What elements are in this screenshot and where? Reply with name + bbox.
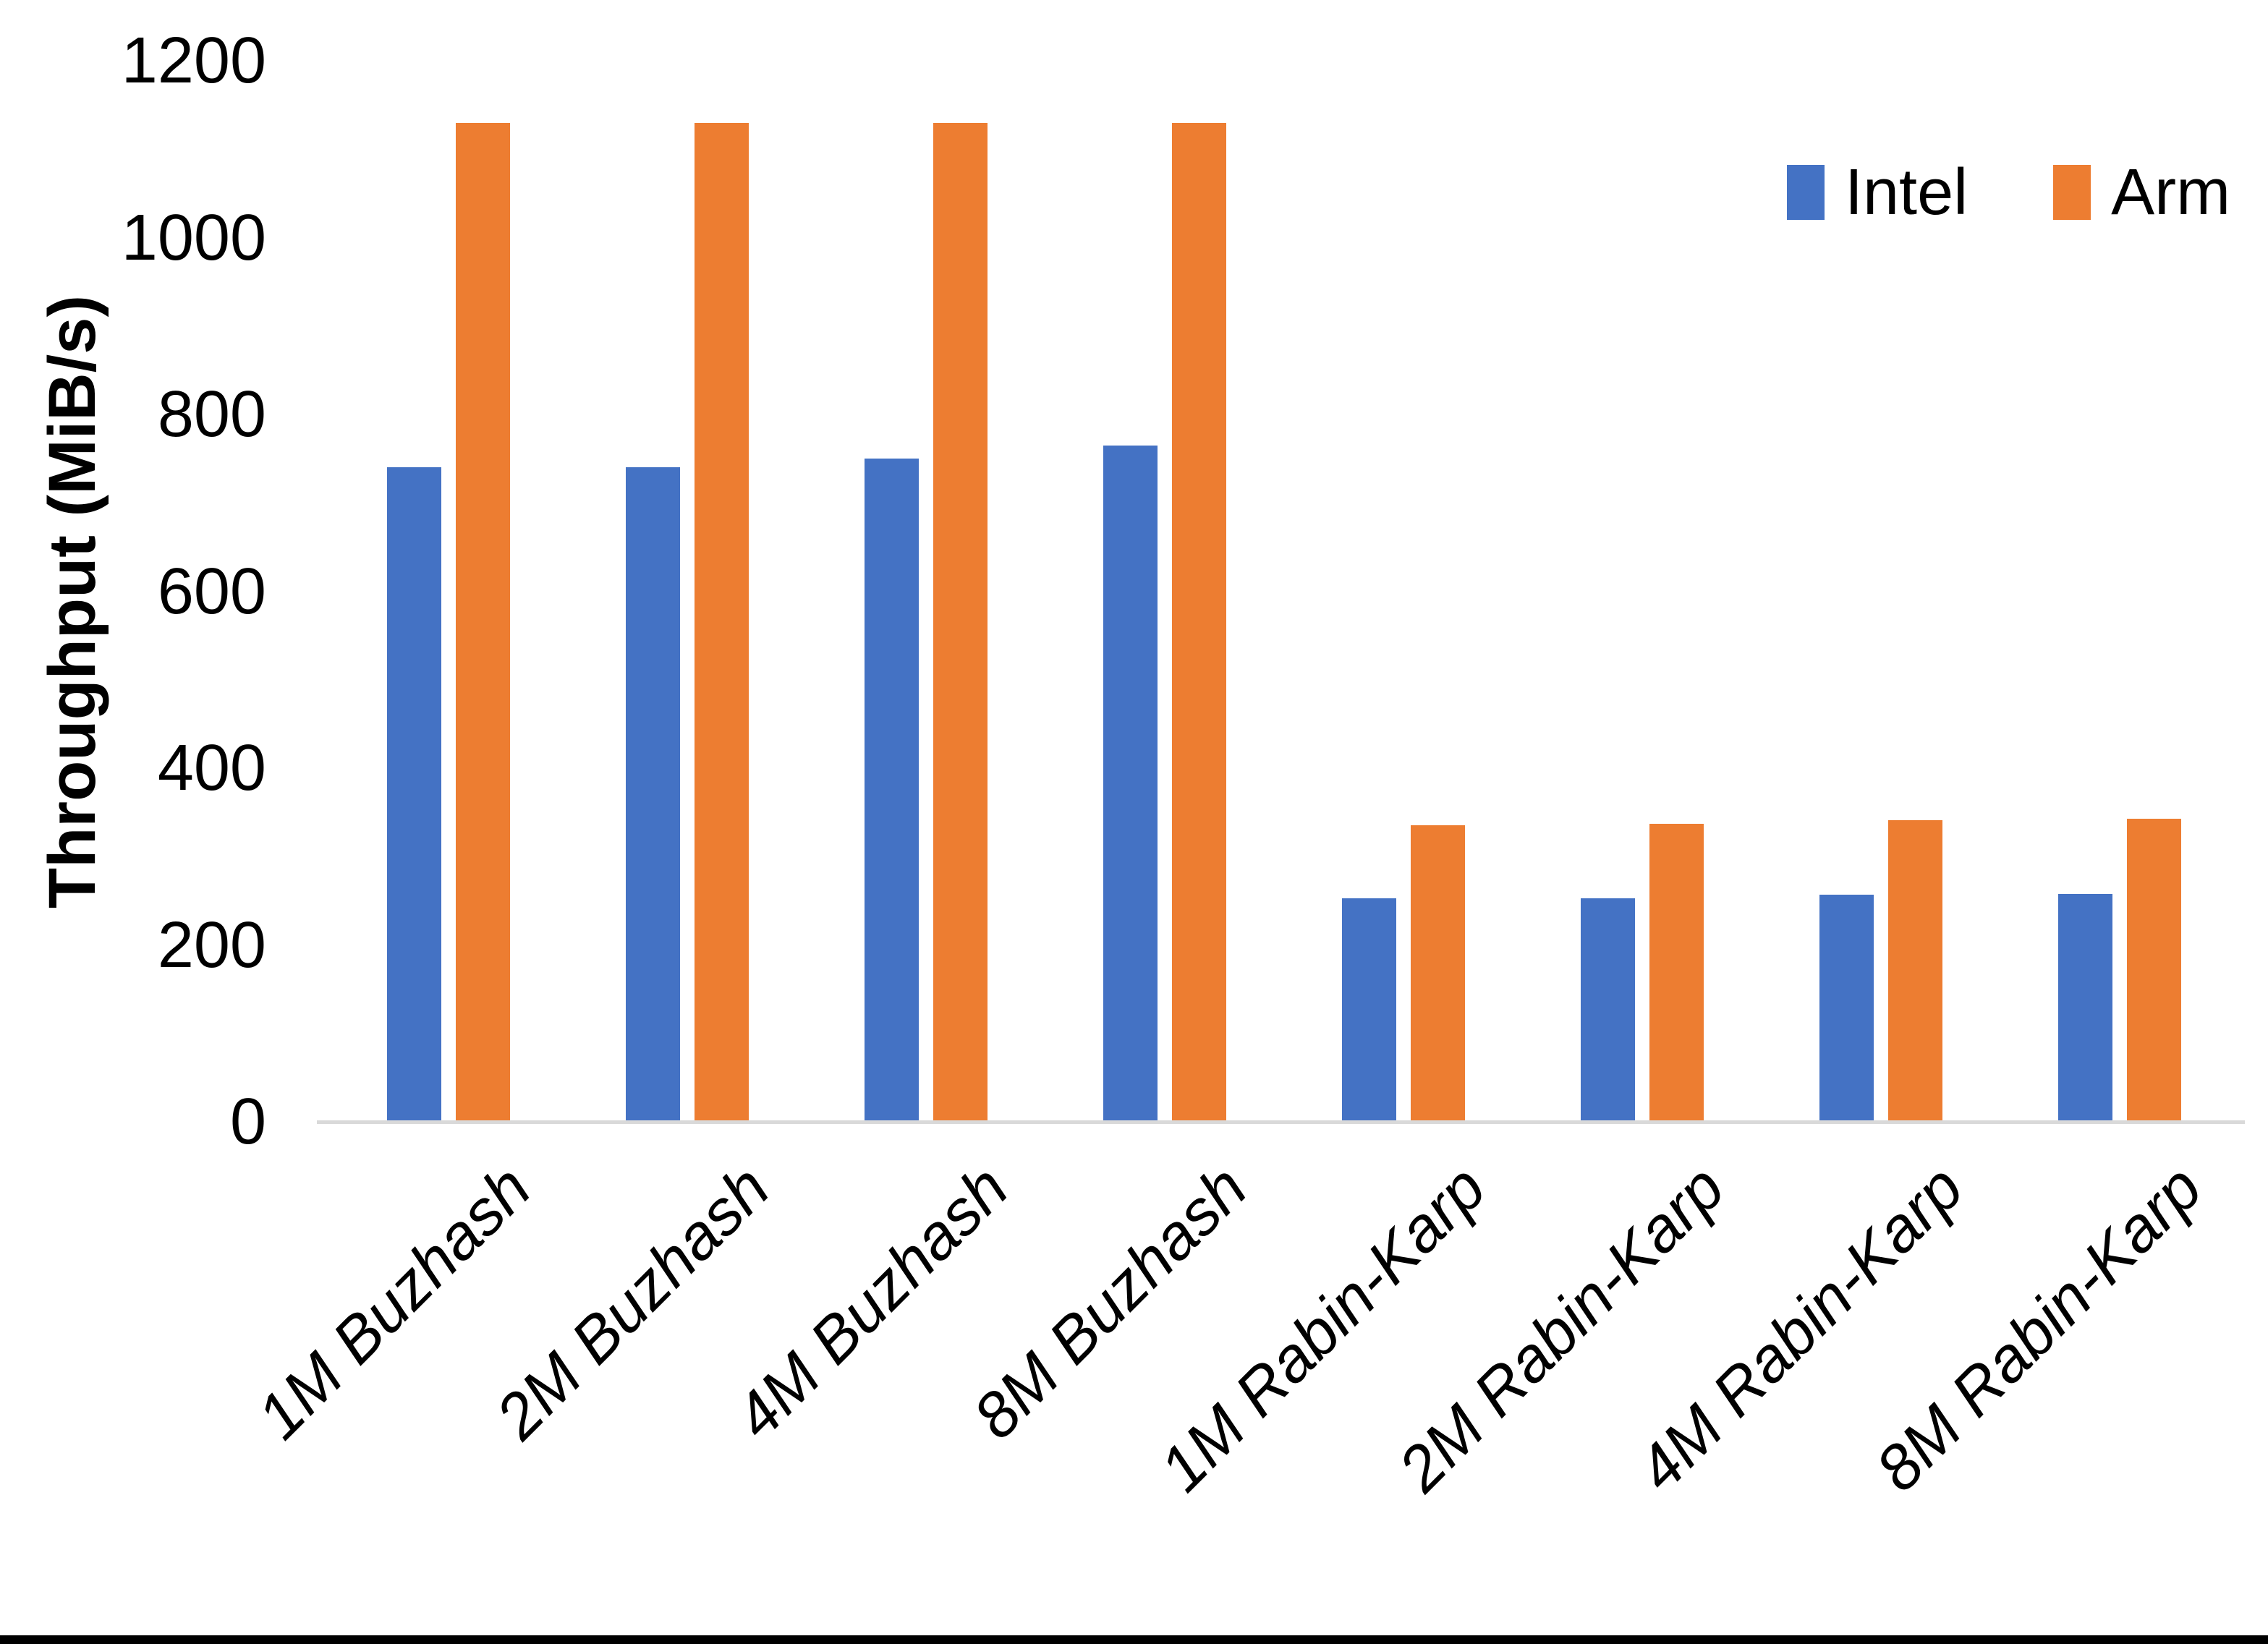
x-axis-line [317, 1120, 2245, 1124]
bar-arm-2m-rabin-karp [1649, 824, 1704, 1122]
legend-item-intel: Intel [1787, 156, 1968, 229]
legend: Intel Arm [1787, 156, 2231, 229]
legend-label-intel: Intel [1845, 156, 1968, 229]
y-tick-label-800: 800 [157, 378, 266, 451]
y-tick-label-400: 400 [157, 732, 266, 804]
bar-intel-1m-buzhash [387, 467, 441, 1122]
y-tick-label-1000: 1000 [121, 201, 266, 274]
legend-swatch-intel [1787, 165, 1825, 220]
bar-arm-8m-buzhash [1172, 122, 1226, 1122]
bar-arm-1m-rabin-karp [1411, 825, 1465, 1122]
bar-arm-4m-rabin-karp [1888, 820, 1942, 1122]
bar-arm-4m-buzhash [933, 122, 988, 1122]
y-tick-label-1200: 1200 [121, 25, 266, 97]
legend-label-arm: Arm [2111, 156, 2231, 229]
y-tick-label-200: 200 [157, 908, 266, 981]
bar-intel-8m-buzhash [1103, 445, 1158, 1122]
bar-arm-2m-buzhash [695, 122, 749, 1122]
bar-intel-4m-buzhash [865, 459, 919, 1122]
bar-arm-8m-rabin-karp [2127, 818, 2181, 1122]
bar-arm-1m-buzhash [456, 122, 510, 1122]
y-tick-label-0: 0 [229, 1086, 266, 1158]
bar-intel-2m-buzhash [626, 467, 680, 1122]
bar-intel-2m-rabin-karp [1581, 898, 1635, 1122]
y-tick-label-600: 600 [157, 555, 266, 628]
x-axis-label-1m-buzhash: 1M Buzhash [243, 1151, 545, 1452]
legend-item-arm: Arm [2053, 156, 2231, 229]
bar-intel-1m-rabin-karp [1342, 898, 1396, 1122]
bar-intel-8m-rabin-karp [2058, 893, 2112, 1122]
bar-intel-4m-rabin-karp [1819, 894, 1874, 1122]
legend-swatch-arm [2053, 165, 2091, 220]
bottom-border-line [0, 1635, 2268, 1644]
